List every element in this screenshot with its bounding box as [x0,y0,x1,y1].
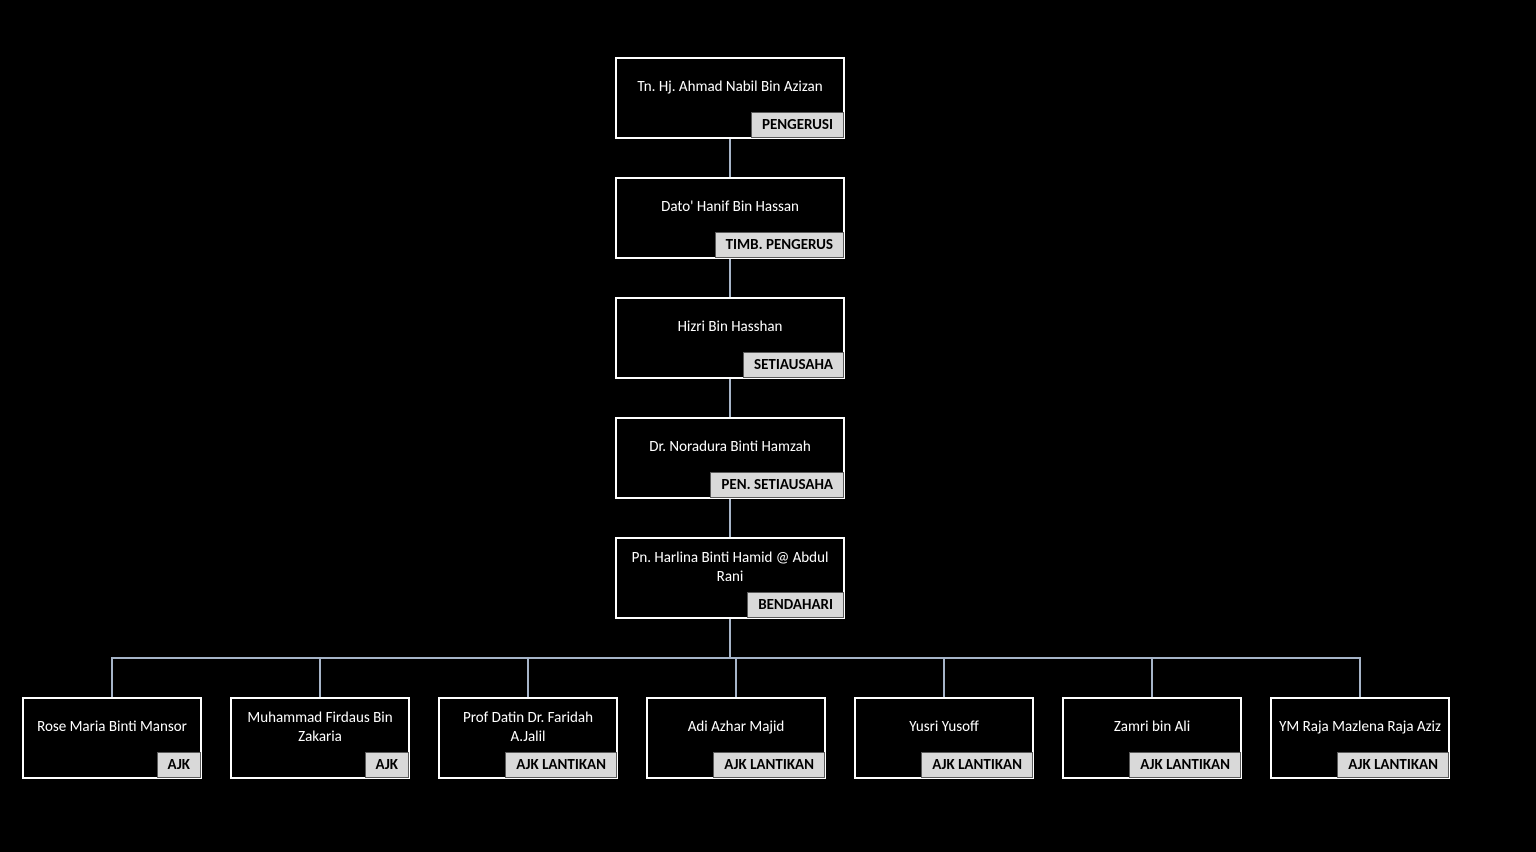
person-name: Dato' Hanif Bin Hassan [617,179,843,232]
chain-node-2: Hizri Bin HasshanSETIAUSAHA [615,297,845,379]
person-role: PENGERUSI [751,112,844,138]
person-name: Rose Maria Binti Mansor [24,699,200,752]
connector [729,619,731,659]
chain-node-1: Dato' Hanif Bin HassanTIMB. PENGERUS [615,177,845,259]
connector [729,499,731,537]
connector [729,139,731,177]
person-role: AJK [365,752,409,778]
person-role: AJK LANTIKAN [921,752,1033,778]
person-name: Yusri Yusoff [856,699,1032,752]
person-role: AJK LANTIKAN [713,752,825,778]
connector [111,657,113,697]
committee-node-3: Adi Azhar MajidAJK LANTIKAN [646,697,826,779]
person-role: AJK LANTIKAN [1129,752,1241,778]
person-role: BENDAHARI [747,592,844,618]
person-role: AJK LANTIKAN [1337,752,1449,778]
person-role: AJK [157,752,201,778]
connector [319,657,321,697]
person-name: YM Raja Mazlena Raja Aziz [1272,699,1448,752]
person-name: Pn. Harlina Binti Hamid @ Abdul Rani [617,539,843,592]
person-role: AJK LANTIKAN [505,752,617,778]
chain-node-3: Dr. Noradura Binti HamzahPEN. SETIAUSAHA [615,417,845,499]
person-name: Adi Azhar Majid [648,699,824,752]
person-role: SETIAUSAHA [743,352,844,378]
connector [1359,657,1361,697]
connector [729,379,731,417]
chain-node-0: Tn. Hj. Ahmad Nabil Bin AzizanPENGERUSI [615,57,845,139]
person-name: Prof Datin Dr. Faridah A.Jalil [440,699,616,752]
connector [943,657,945,697]
committee-node-5: Zamri bin AliAJK LANTIKAN [1062,697,1242,779]
connector [729,259,731,297]
person-name: Tn. Hj. Ahmad Nabil Bin Azizan [617,59,843,112]
committee-node-1: Muhammad Firdaus Bin ZakariaAJK [230,697,410,779]
person-name: Zamri bin Ali [1064,699,1240,752]
person-name: Muhammad Firdaus Bin Zakaria [232,699,408,752]
chain-node-4: Pn. Harlina Binti Hamid @ Abdul RaniBEND… [615,537,845,619]
committee-node-6: YM Raja Mazlena Raja AzizAJK LANTIKAN [1270,697,1450,779]
person-name: Dr. Noradura Binti Hamzah [617,419,843,472]
connector [527,657,529,697]
person-role: PEN. SETIAUSAHA [710,472,844,498]
committee-node-4: Yusri YusoffAJK LANTIKAN [854,697,1034,779]
connector [735,657,737,697]
person-role: TIMB. PENGERUS [715,232,844,258]
committee-node-2: Prof Datin Dr. Faridah A.JalilAJK LANTIK… [438,697,618,779]
connector [1151,657,1153,697]
committee-node-0: Rose Maria Binti MansorAJK [22,697,202,779]
person-name: Hizri Bin Hasshan [617,299,843,352]
